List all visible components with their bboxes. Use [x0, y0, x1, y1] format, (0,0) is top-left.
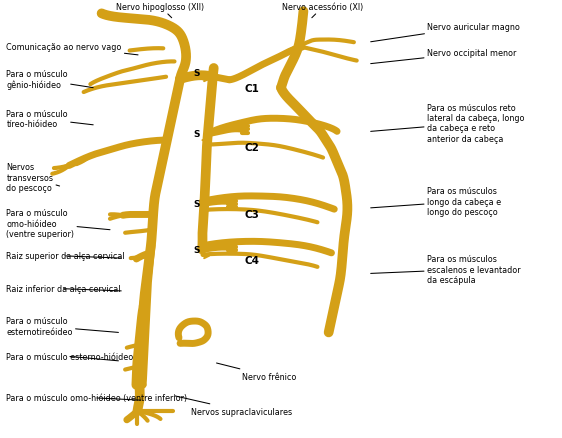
- Text: Para o músculo
gênio-hióideo: Para o músculo gênio-hióideo: [6, 70, 93, 90]
- Text: Nervo auricular magno: Nervo auricular magno: [371, 23, 520, 42]
- Text: Para o músculo
tíreo-hióideo: Para o músculo tíreo-hióideo: [6, 110, 93, 129]
- Text: C4: C4: [244, 256, 260, 266]
- Text: Nervo occipital menor: Nervo occipital menor: [371, 49, 516, 64]
- Text: Raiz inferior da alça cervical: Raiz inferior da alça cervical: [6, 285, 121, 293]
- Text: Nervo hipoglosso (XII): Nervo hipoglosso (XII): [116, 3, 205, 19]
- Text: Raiz superior da alça cervical: Raiz superior da alça cervical: [6, 252, 125, 261]
- Text: S: S: [194, 199, 200, 208]
- Text: Para os músculos
escalenos e levantador
da escápula: Para os músculos escalenos e levantador …: [371, 254, 520, 284]
- Text: Para o músculo omo-hióideo (ventre inferior): Para o músculo omo-hióideo (ventre infer…: [6, 394, 187, 403]
- Text: C3: C3: [244, 210, 260, 220]
- Text: Para o músculo
omo-hióideo
(ventre superior): Para o músculo omo-hióideo (ventre super…: [6, 209, 110, 239]
- Text: Para o músculo esterno-hióideo: Para o músculo esterno-hióideo: [6, 352, 134, 361]
- Text: Comunicação ao nervo vago: Comunicação ao nervo vago: [6, 42, 138, 56]
- Text: Para o músculo
esternotireóideo: Para o músculo esternotireóideo: [6, 316, 119, 336]
- Text: Nervo frênico: Nervo frênico: [216, 363, 296, 381]
- Text: Para os músculos
longo da cabeça e
longo do pescoço: Para os músculos longo da cabeça e longo…: [371, 187, 501, 217]
- Text: S: S: [194, 69, 200, 78]
- Text: S: S: [194, 130, 200, 138]
- Text: Nervo acessório (XI): Nervo acessório (XI): [283, 3, 364, 19]
- Text: Nervos
transversos
do pescoço: Nervos transversos do pescoço: [6, 163, 60, 193]
- Text: C2: C2: [244, 142, 260, 152]
- Text: S: S: [194, 245, 200, 254]
- Text: Para os músculos reto
lateral da cabeça, longo
da cabeça e reto
anterior da cabe: Para os músculos reto lateral da cabeça,…: [371, 103, 524, 143]
- Text: C1: C1: [244, 84, 260, 93]
- Text: Nervos supraclaviculares: Nervos supraclaviculares: [174, 396, 292, 416]
